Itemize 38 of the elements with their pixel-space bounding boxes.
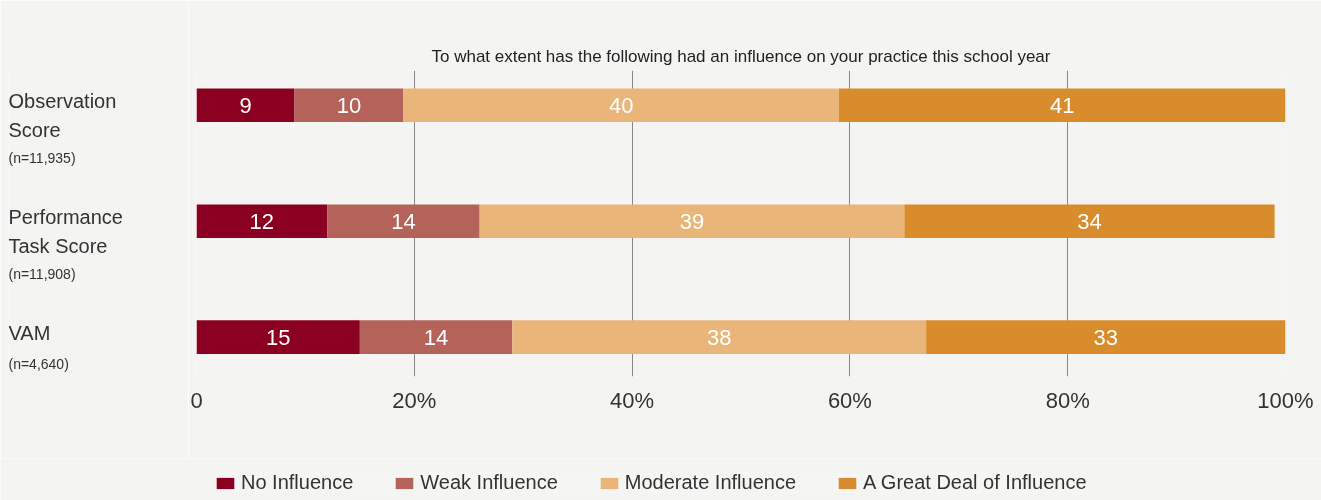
- data-label: 41: [1050, 92, 1075, 118]
- bar: [904, 204, 1275, 238]
- legend-label: Weak Influence: [420, 471, 558, 494]
- legend-label: No Influence: [241, 471, 354, 494]
- data-label: 12: [249, 208, 275, 234]
- data-label: 40: [608, 92, 634, 118]
- data-label: 14: [423, 324, 449, 350]
- x-tick-label: 60%: [827, 387, 872, 413]
- data-label: 10: [336, 92, 362, 118]
- bar: [196, 320, 360, 354]
- bar: [327, 204, 480, 238]
- data-label: 38: [706, 324, 732, 350]
- data-label: 34: [1077, 208, 1102, 234]
- y-tick-label: Observation Score (n=11,935): [8, 90, 117, 167]
- bar: [479, 204, 905, 238]
- bar: [359, 320, 513, 354]
- bar: [403, 88, 840, 123]
- data-label: 33: [1093, 324, 1119, 350]
- bar: [839, 88, 1286, 123]
- bar: [196, 88, 295, 123]
- x-tick-label: 20%: [392, 387, 437, 413]
- data-label: 15: [265, 324, 291, 350]
- bar: [294, 88, 404, 123]
- x-tick-label: 40%: [610, 387, 655, 413]
- bar: [196, 204, 328, 238]
- data-label: 14: [391, 208, 416, 234]
- legend-label: Moderate Influence: [624, 471, 797, 494]
- legend-label: A Great Deal of Influence: [863, 471, 1087, 494]
- data-label: 39: [679, 208, 705, 234]
- x-tick-label: 0: [190, 387, 203, 413]
- x-tick-label: 100%: [1257, 387, 1314, 413]
- chart-title: To what extent has the following had an influence on your practice this school year: [431, 46, 1051, 66]
- bar: [926, 320, 1286, 354]
- bar: [512, 320, 927, 354]
- y-tick-label: VAM (n=4,640): [8, 322, 69, 373]
- data-label: 9: [239, 92, 252, 118]
- x-tick-label: 80%: [1045, 387, 1090, 413]
- y-tick-label: Performance Task Score (n=11,908): [8, 206, 123, 283]
